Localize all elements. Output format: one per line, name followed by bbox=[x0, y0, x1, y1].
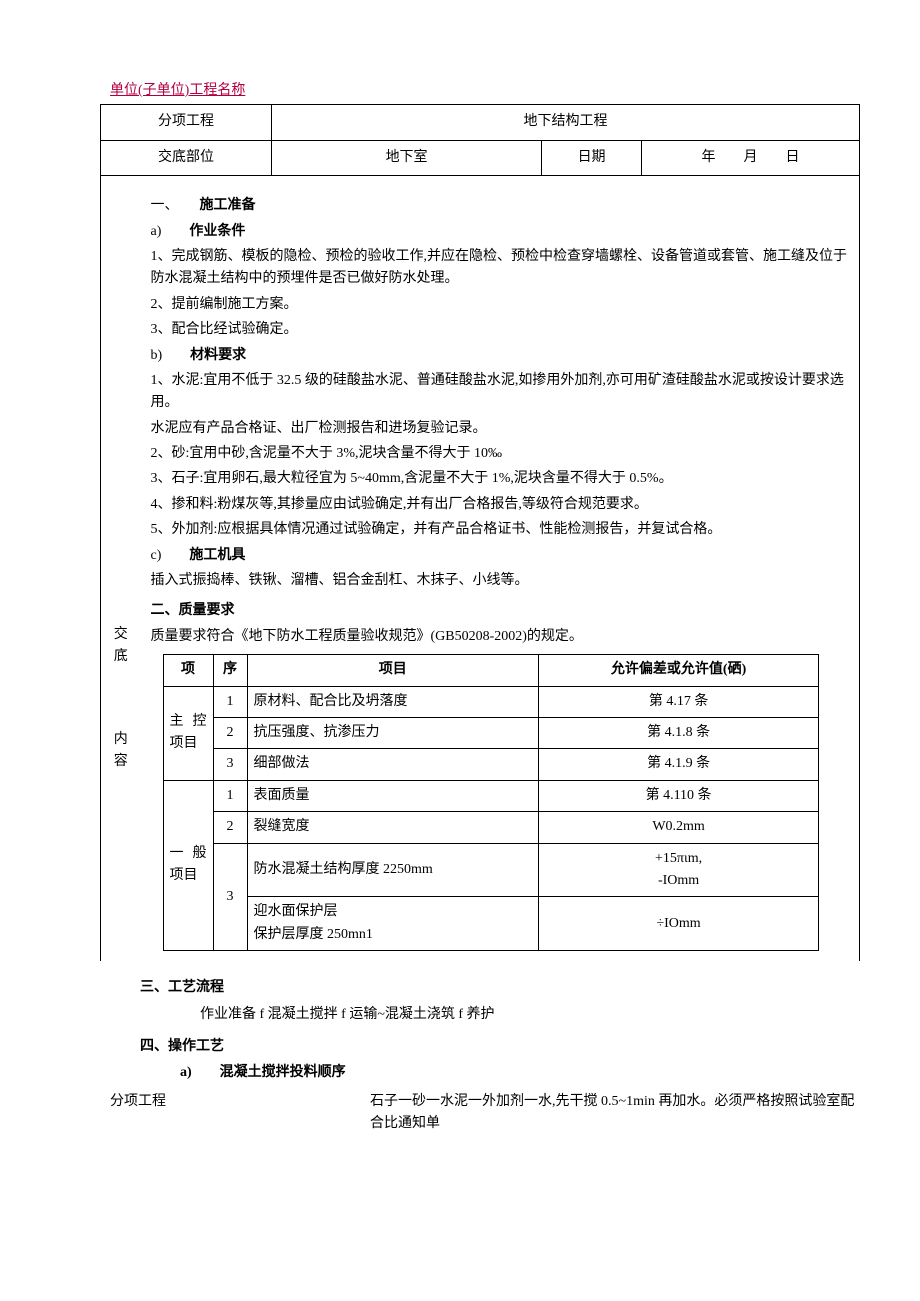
sec4-heading: 四、操作工艺 bbox=[140, 1036, 860, 1058]
g2-r1-item: 表面质量 bbox=[247, 780, 539, 811]
side-label-2: 内容 bbox=[109, 729, 133, 774]
g1-r3-seq: 3 bbox=[213, 749, 247, 780]
g1-r1-seq: 1 bbox=[213, 686, 247, 717]
sec1-a3: 3、配合比经试验确定。 bbox=[151, 319, 850, 341]
sec2-num: 二、质量要求 bbox=[151, 603, 235, 618]
label-subproject: 分项工程 bbox=[101, 105, 272, 140]
sec1-b1-2: 水泥应有产品合格证、出厂检测报告和进场复验记录。 bbox=[151, 418, 850, 440]
sec4-right-text: 石子一砂一水泥一外加剂一水,先干搅 0.5~1min 再加水。必须严格按照试验室… bbox=[370, 1091, 860, 1136]
sec3-heading: 三、工艺流程 bbox=[140, 977, 860, 999]
main-table: 分项工程 地下结构工程 交底部位 地下室 日期 年 月 日 交底 内容 一、 施… bbox=[100, 104, 860, 961]
sec3-text: 作业准备 f 混凝土搅拌 f 运输~混凝土浇筑 f 养护 bbox=[200, 1004, 860, 1026]
sec2-heading: 二、质量要求 bbox=[151, 600, 850, 622]
sec1-b1: 1、水泥:宜用不低于 32.5 级的硅酸盐水泥、普通硅酸盐水泥,如掺用外加剂,亦… bbox=[151, 370, 850, 415]
g2-r1-seq: 1 bbox=[213, 780, 247, 811]
sec1-title: 施工准备 bbox=[200, 198, 256, 213]
value-subproject: 地下结构工程 bbox=[272, 105, 860, 140]
sec4-a-title: 混凝土搅拌投料顺序 bbox=[220, 1065, 346, 1080]
sec1-a2: 2、提前编制施工方案。 bbox=[151, 294, 850, 316]
g2-r4-val: ÷IOmm bbox=[539, 897, 819, 951]
sec1-c1: 插入式振捣棒、铁锹、溜槽、铝合金刮杠、木抹子、小线等。 bbox=[151, 570, 850, 592]
label-position: 交底部位 bbox=[101, 140, 272, 175]
sec1-b: b) 材料要求 bbox=[151, 345, 850, 367]
sec1-heading: 一、 施工准备 bbox=[151, 195, 850, 217]
sec1-a: a) 作业条件 bbox=[151, 221, 850, 243]
g2-r2-val: W0.2mm bbox=[539, 812, 819, 843]
g1-r2-val: 第 4.1.8 条 bbox=[539, 717, 819, 748]
sec4-a: a) 混凝土搅拌投料顺序 bbox=[180, 1062, 860, 1084]
g1-r2-seq: 2 bbox=[213, 717, 247, 748]
g2-r3-val2: -IOmm bbox=[658, 873, 699, 888]
value-date: 年 月 日 bbox=[642, 140, 860, 175]
sec1-b4: 4、掺和料:粉煤灰等,其掺量应由试验确定,并有出厂合格报告,等级符合规范要求。 bbox=[151, 494, 850, 516]
th-seq: 序 bbox=[213, 655, 247, 686]
sec4-a-label: a) bbox=[180, 1065, 192, 1080]
g2-r2-item: 裂缝宽度 bbox=[247, 812, 539, 843]
page-title: 单位(子单位)工程名称 bbox=[110, 80, 860, 102]
g1-r3-item: 细部做法 bbox=[247, 749, 539, 780]
sec1-a1: 1、完成钢筋、模板的隐检、预检的验收工作,并应在隐检、预检中检查穿墙螺栓、设备管… bbox=[151, 246, 850, 291]
g2-r4-item1: 迎水面保护层 bbox=[254, 904, 338, 919]
sec1-b-title: 材料要求 bbox=[190, 348, 246, 363]
label-date: 日期 bbox=[542, 140, 642, 175]
th-group: 项 bbox=[163, 655, 213, 686]
g2-r3-val1: +15πιm, bbox=[655, 851, 702, 866]
sec1-num: 一、 bbox=[151, 198, 172, 213]
g2-r3-item: 防水混凝土结构厚度 2250mm bbox=[247, 843, 539, 897]
group1-label: 主控项目 bbox=[163, 686, 213, 780]
g2-r4-item: 迎水面保护层 保护层厚度 250mn1 bbox=[247, 897, 539, 951]
g2-r4-item2: 保护层厚度 250mn1 bbox=[254, 927, 373, 942]
sec1-c: c) 施工机具 bbox=[151, 545, 850, 567]
side-label-container: 交底 内容 bbox=[101, 176, 141, 961]
g1-r3-val: 第 4.1.9 条 bbox=[539, 749, 819, 780]
below-section: 三、工艺流程 作业准备 f 混凝土搅拌 f 运输~混凝土浇筑 f 养护 四、操作… bbox=[140, 977, 860, 1135]
side-label-1: 交底 bbox=[109, 624, 133, 669]
sec4-left-label: 分项工程 bbox=[110, 1091, 370, 1136]
sec1-b3: 3、石子:宜用卵石,最大粒径宜为 5~40mm,含泥量不大于 1%,泥块含量不得… bbox=[151, 468, 850, 490]
sec1-a-label: a) bbox=[151, 224, 162, 239]
g2-r1-val: 第 4.110 条 bbox=[539, 780, 819, 811]
sec1-c-title: 施工机具 bbox=[189, 548, 245, 563]
g1-r1-val: 第 4.17 条 bbox=[539, 686, 819, 717]
sec1-b2: 2、砂:宜用中砂,含泥量不大于 3%,泥块含量不得大于 10‰ bbox=[151, 443, 850, 465]
th-val: 允许偏差或允许值(硒) bbox=[539, 655, 819, 686]
sec1-c-label: c) bbox=[151, 548, 162, 563]
content-cell: 一、 施工准备 a) 作业条件 1、完成钢筋、模板的隐检、预检的验收工作,并应在… bbox=[141, 176, 860, 961]
value-position: 地下室 bbox=[272, 140, 542, 175]
th-item: 项目 bbox=[247, 655, 539, 686]
sec1-a-title: 作业条件 bbox=[189, 224, 245, 239]
sec2-desc: 质量要求符合《地下防水工程质量验收规范》(GB50208-2002)的规定。 bbox=[151, 626, 850, 648]
g2-r2-seq: 2 bbox=[213, 812, 247, 843]
g1-r2-item: 抗压强度、抗渗压力 bbox=[247, 717, 539, 748]
g1-r1-item: 原材料、配合比及坍落度 bbox=[247, 686, 539, 717]
group2-label: 一般项目 bbox=[163, 780, 213, 950]
quality-table: 项 序 项目 允许偏差或允许值(硒) 主控项目 1 原材料、配合比及坍落度 第 … bbox=[163, 654, 820, 951]
sec1-b5: 5、外加剂:应根据具体情况通过试验确定，并有产品合格证书、性能检测报告，并复试合… bbox=[151, 519, 850, 541]
g2-r3-val: +15πιm, -IOmm bbox=[539, 843, 819, 897]
sec1-b-label: b) bbox=[151, 348, 163, 363]
g2-r3-seq: 3 bbox=[213, 843, 247, 951]
